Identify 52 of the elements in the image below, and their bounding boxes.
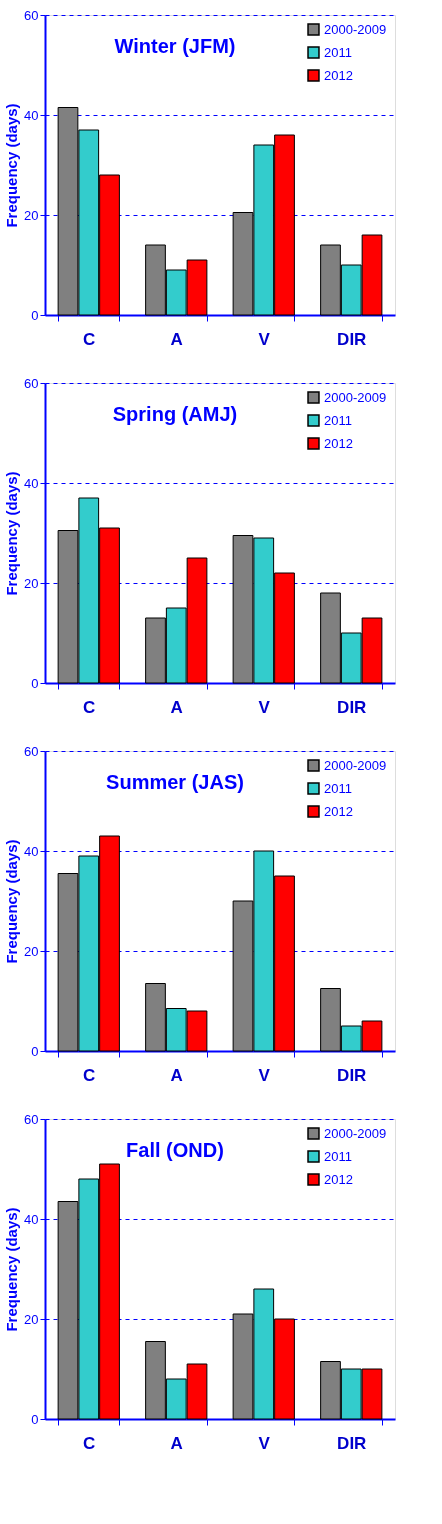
x-tick-label: C [83,697,96,717]
x-tick-label: DIR [337,1433,367,1453]
legend-label: 2011 [324,1148,352,1164]
text: Spring (AMJ) [112,403,238,425]
x-tick-label: V [258,697,271,717]
y-tick-label: 40 [24,843,39,859]
y-tick-label: 60 [24,743,39,759]
y-tick-label: 20 [24,575,39,591]
legend-label: 2011 [324,780,352,796]
y-tick-label: 60 [24,375,39,391]
legend-label: 2000-2009 [324,21,387,37]
x-tick-label: DIR [337,1065,367,1085]
x-tick-label: A [170,1065,183,1085]
legend-label: 2012 [324,435,353,451]
y-tick-label: 40 [24,475,39,491]
y-tick-label: 0 [31,307,39,323]
y-tick-label: 0 [31,1411,39,1427]
x-tick-label: A [170,1433,183,1453]
x-tick-label: V [258,1065,271,1085]
y-axis-title: Frequency (days) [3,103,21,228]
x-tick-label: C [83,329,96,349]
legend-label: 2000-2009 [324,1125,387,1141]
y-axis-title: Frequency (days) [3,1207,21,1332]
legend-label: 2000-2009 [324,757,387,773]
y-tick-label: 40 [24,107,39,123]
y-tick-label: 20 [24,207,39,223]
legend-label: 2012 [324,67,353,83]
y-tick-label: 0 [31,1043,39,1059]
text: Winter (JFM) [114,35,236,57]
y-axis-title: Frequency (days) [3,839,21,964]
x-tick-label: C [83,1433,96,1453]
y-tick-label: 60 [24,7,39,23]
x-tick-label: DIR [337,697,367,717]
legend-label: 2012 [324,803,353,819]
x-tick-label: A [170,697,183,717]
y-axis-title: Frequency (days) [3,471,21,596]
x-tick-label: DIR [337,329,367,349]
x-tick-label: V [258,1433,271,1453]
x-tick-label: V [258,329,271,349]
text: Summer (JAS) [106,771,244,793]
y-tick-label: 20 [24,1311,39,1327]
y-tick-label: 40 [24,1211,39,1227]
legend-label: 2011 [324,412,352,428]
legend-label: 2012 [324,1171,353,1187]
legend-label: 2000-2009 [324,389,387,405]
legend-label: 2011 [324,44,352,60]
y-tick-label: 0 [31,675,39,691]
y-tick-label: 60 [24,1111,39,1127]
x-tick-label: C [83,1065,96,1085]
y-tick-label: 20 [24,943,39,959]
x-tick-label: A [170,329,183,349]
text: Fall (OND) [126,1139,224,1161]
